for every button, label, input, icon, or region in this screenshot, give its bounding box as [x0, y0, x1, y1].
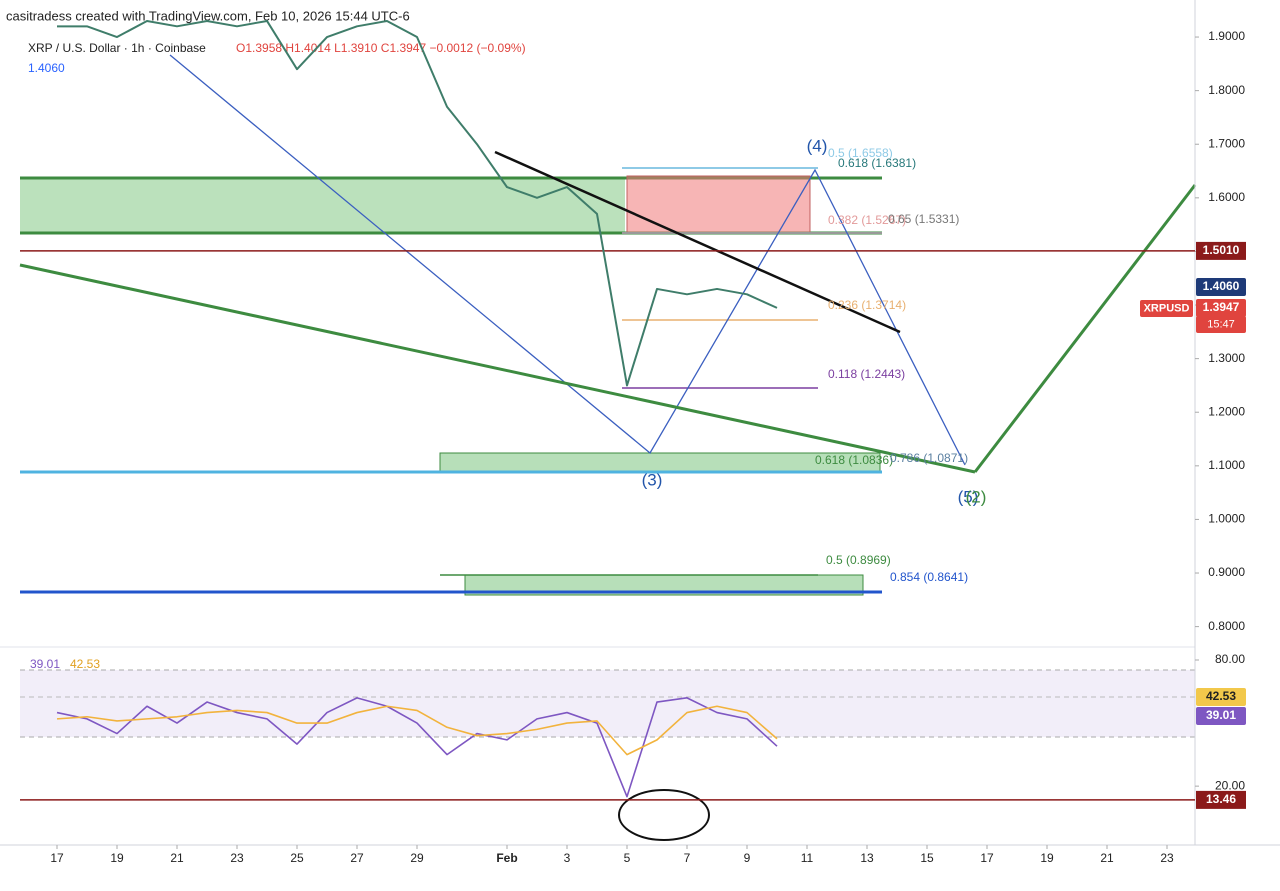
y-tick-label: 1.7000 [1208, 136, 1245, 150]
fib-label: 0.236 (1.3714) [828, 298, 906, 312]
y-tick-label: 1.1000 [1208, 458, 1245, 472]
price-tag: 1.5010 [1203, 243, 1240, 257]
wave-label: (3) [642, 470, 663, 489]
x-tick-label: 9 [744, 851, 751, 865]
series-line [56, 705, 778, 756]
ohlc: O1.3958 H1.4014 L1.3910 C1.3947 −0.0012 … [236, 41, 526, 55]
y-tick-label: 0.9000 [1208, 565, 1245, 579]
x-tick-label: 21 [1100, 851, 1114, 865]
rsi-legend: 39.01 [30, 657, 60, 671]
rsi-band [20, 670, 1195, 737]
x-tick-label: 19 [110, 851, 124, 865]
fib-label: 0.618 (1.6381) [838, 156, 916, 170]
x-tick-label: 23 [230, 851, 244, 865]
price-tag: 15:47 [1207, 318, 1235, 330]
series-line [57, 19, 778, 387]
fib-label: 0.5 (1.6558) [828, 146, 893, 160]
x-tick-label: 15 [920, 851, 934, 865]
fib-label: 0.118 (1.2443) [828, 367, 905, 381]
fib-label: 0.5 (0.8969) [826, 553, 891, 567]
x-tick-label: 25 [290, 851, 304, 865]
y-tick-label: 1.0000 [1208, 512, 1245, 526]
last-price: 1.4060 [28, 61, 65, 75]
y-tick-label: 1.8000 [1208, 83, 1245, 97]
price-tag-box [1196, 707, 1246, 725]
y-tick-label: 0.8000 [1208, 619, 1245, 633]
highlight-ellipse [618, 789, 710, 841]
fib-label: 0.65 (1.5331) [888, 212, 959, 226]
y-tick-label: 1.3000 [1208, 351, 1245, 365]
demand-zone [20, 178, 625, 233]
price-tag: 13.46 [1206, 792, 1236, 806]
x-tick-label: Feb [496, 851, 517, 865]
fib-label: 0.382 (1.5267) [828, 213, 906, 227]
target-zone [439, 452, 881, 473]
wave-path [169, 54, 966, 466]
rsi-ma-legend: 42.53 [70, 657, 100, 671]
x-tick-label: 27 [350, 851, 364, 865]
wave-label: (5) [958, 487, 979, 506]
price-tag-box [1196, 241, 1246, 260]
price-tag: XRPUSD [1144, 302, 1190, 314]
price-tag: 1.4060 [1203, 279, 1240, 293]
y-tick-label: 1.6000 [1208, 190, 1245, 204]
price-tag: 39.01 [1206, 708, 1236, 722]
credit: casitradess created with TradingView.com… [6, 8, 410, 23]
fib-label: 0.786 (1.0871) [890, 451, 968, 465]
x-tick-label: 13 [860, 851, 874, 865]
x-tick-label: 17 [50, 851, 64, 865]
y-tick-label: 80.00 [1215, 652, 1245, 666]
y-tick-label: 1.9000 [1208, 29, 1245, 43]
y-tick-label: 1.2000 [1208, 404, 1245, 418]
fib-label: 0.854 (0.8641) [890, 570, 968, 584]
price-tag: 1.3947 [1203, 300, 1240, 314]
price-tag: 42.53 [1206, 689, 1236, 703]
price-tag-box [1196, 278, 1246, 296]
y-tick-label: 20.00 [1215, 778, 1245, 792]
x-tick-label: 29 [410, 851, 424, 865]
price-tag-box [1196, 790, 1246, 809]
trend-line [494, 150, 901, 334]
x-tick-label: 7 [684, 851, 691, 865]
trend-line [19, 263, 976, 474]
symbol-title: XRP / U.S. Dollar · 1h · Coinbase [28, 41, 206, 55]
x-tick-label: 3 [564, 851, 571, 865]
series-line [56, 697, 778, 798]
x-tick-label: 17 [980, 851, 994, 865]
x-tick-label: 21 [170, 851, 184, 865]
price-tag-box [1196, 688, 1246, 706]
x-tick-label: 5 [624, 851, 631, 865]
fib-label: 0.618 (1.0836) [815, 453, 893, 467]
projection-line [973, 184, 1197, 473]
price-tag-box [1140, 300, 1193, 317]
wave-label: (2) [966, 487, 987, 506]
x-tick-label: 23 [1160, 851, 1174, 865]
x-tick-label: 19 [1040, 851, 1054, 865]
wave-label: (4) [807, 136, 828, 155]
price-tag-box [1196, 299, 1246, 317]
price-tag-box [1196, 316, 1246, 333]
x-tick-label: 11 [801, 851, 814, 865]
